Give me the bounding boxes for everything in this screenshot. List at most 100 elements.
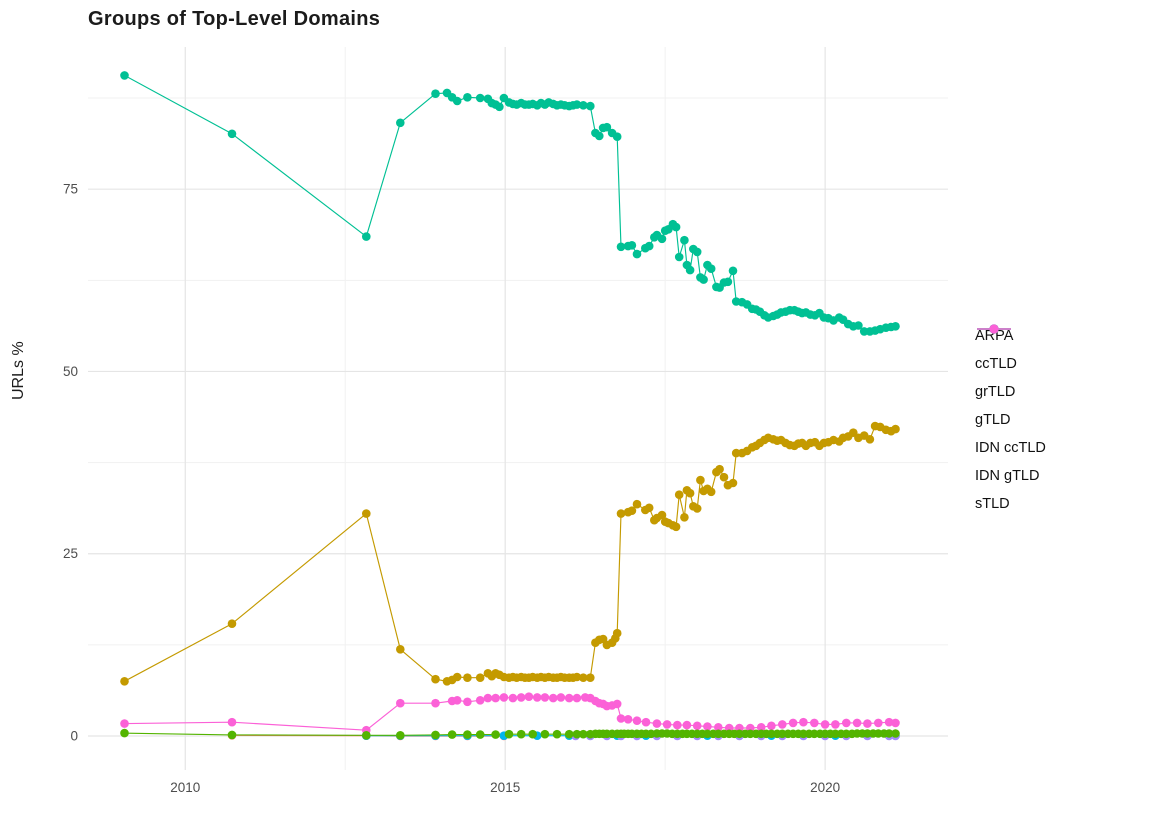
data-point-cctld [572,672,582,682]
data-point-stld [799,717,808,727]
legend-item-stld: sTLD [975,324,1046,518]
data-point-cctld [227,619,237,628]
data-point-stld [673,720,682,730]
data-point-cctld [728,478,738,488]
data-point-cctld [692,504,702,513]
legend-item-idn-gtld: IDN gTLD [975,324,1046,490]
data-point-gtld [463,93,472,102]
data-point-stld [556,693,566,702]
data-point-gtld [602,122,612,132]
data-point-stld [612,699,622,709]
legend-label: ccTLD [975,356,1017,372]
data-point-stld [884,717,894,727]
data-point-cctld [891,424,900,434]
data-point-cctld [612,628,622,638]
data-point-cctld [452,672,462,682]
data-point-grtld [528,729,537,739]
data-point-stld [452,696,462,705]
data-point-stld [548,693,558,703]
data-point-cctld [715,464,724,474]
data-point-stld [842,718,851,728]
data-point-stld [564,693,574,703]
data-point-stld [714,723,723,732]
data-point-cctld [579,673,588,682]
data-point-cctld [706,487,716,497]
data-point-stld [227,717,237,727]
data-point-stld [120,719,129,728]
data-point-stld [641,717,651,727]
data-point-cctld [616,509,626,518]
data-point-stld [852,718,862,728]
data-point-cctld [463,673,472,682]
data-point-gtld [495,102,504,112]
x-tick-label: 2020 [810,780,840,795]
data-point-stld [810,718,819,728]
data-point-stld [662,720,672,729]
legend-item-gtld: gTLD [975,324,1046,434]
data-point-stld [692,721,702,731]
data-point-grtld [564,729,574,739]
data-point-gtld [227,129,237,139]
data-point-grtld [120,728,129,738]
data-point-stld [540,693,550,702]
data-point-stld [475,696,485,705]
data-point-stld [463,697,472,707]
data-point-cctld [657,510,667,520]
data-point-stld [499,693,509,702]
x-tick-label: 2010 [170,780,200,795]
data-point-gtld [644,241,654,251]
data-point-stld [820,720,830,729]
data-point-grtld [572,729,582,739]
data-point-grtld [491,730,500,739]
data-point-grtld [447,730,457,739]
data-point-cctld [396,645,405,654]
data-point-stld [874,718,883,728]
data-point-grtld [504,729,514,739]
data-point-gtld [579,101,588,110]
legend-item-idn-cctld: IDN ccTLD [975,324,1046,462]
data-point-grtld [396,731,405,740]
y-tick-label: 50 [63,364,78,379]
data-point-cctld [696,475,705,485]
data-point-stld [756,723,766,732]
data-point-gtld [595,131,604,141]
data-point-gtld [572,100,582,109]
data-point-stld [632,716,642,725]
data-point-stld [396,698,405,708]
data-point-gtld [120,71,129,80]
legend-label: IDN ccTLD [975,440,1046,456]
data-point-stld [524,692,534,701]
legend-label: gTLD [975,412,1011,428]
data-point-cctld [475,673,485,682]
data-point-stld [652,719,662,728]
data-point-grtld [540,729,550,739]
series-line-gtld [124,74,896,332]
data-point-grtld [579,729,588,739]
data-point-cctld [680,513,689,522]
data-point-stld [778,720,787,729]
data-point-grtld [227,730,237,740]
data-point-stld [831,720,840,729]
data-point-gtld [671,222,681,232]
y-tick-label: 75 [63,182,78,197]
data-point-gtld [586,101,595,111]
data-point-grtld [891,729,900,738]
data-point-gtld [657,234,667,244]
data-point-grtld [516,729,526,739]
data-point-gtld [706,264,716,274]
data-point-grtld [884,729,894,738]
data-point-cctld [627,506,637,515]
data-point-gtld [723,277,733,287]
data-point-cctld [674,490,684,500]
legend-label: sTLD [975,496,1010,512]
data-point-cctld [586,673,595,682]
data-point-stld [623,715,633,724]
data-point-grtld [552,729,562,739]
data-point-cctld [685,488,695,498]
data-point-cctld [719,472,729,482]
data-point-stld [431,698,440,708]
data-point-stld [767,721,776,731]
data-point-gtld [680,235,689,245]
